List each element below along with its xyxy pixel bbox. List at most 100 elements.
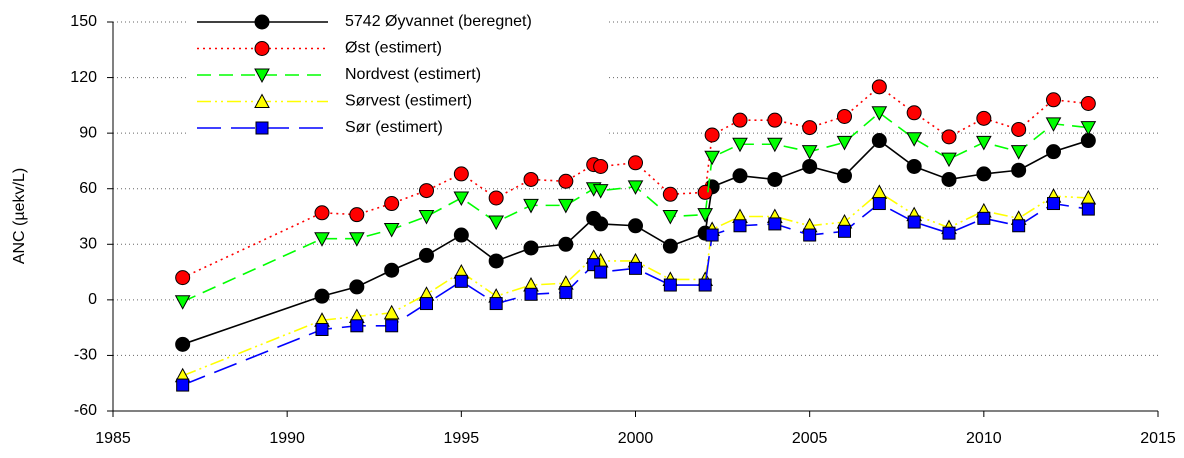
marker (802, 120, 818, 136)
marker (419, 247, 434, 263)
legend-label: 5742 Øyvannet (beregnet) (345, 13, 532, 30)
x-tick-label: 1985 (95, 430, 131, 447)
marker (176, 378, 190, 392)
marker (705, 228, 719, 242)
marker (420, 297, 433, 311)
marker (836, 135, 853, 151)
marker (1011, 162, 1027, 178)
legend-label: Sørvest (estimert) (345, 93, 472, 110)
marker (803, 228, 817, 242)
x-tick-label: 1995 (444, 430, 480, 447)
marker (254, 14, 270, 30)
marker (1080, 96, 1096, 112)
marker (662, 238, 678, 254)
y-tick-label: -30 (74, 347, 97, 364)
marker (767, 171, 783, 187)
marker (628, 155, 643, 171)
marker (349, 207, 365, 223)
marker (941, 171, 957, 187)
marker (837, 108, 852, 124)
marker (559, 285, 573, 299)
marker (488, 215, 505, 231)
marker (255, 121, 269, 135)
marker (629, 261, 642, 275)
marker (627, 180, 644, 195)
marker (315, 322, 329, 336)
marker (384, 196, 400, 212)
y-axis-label: ANC (µekv/L) (11, 168, 28, 264)
x-tick-label: 2010 (966, 430, 1002, 447)
marker (557, 198, 574, 214)
x-tick-label: 2015 (1140, 430, 1176, 447)
marker (698, 278, 712, 292)
marker (1045, 117, 1062, 132)
marker (558, 173, 574, 189)
y-tick-label: 30 (79, 236, 97, 253)
marker (871, 106, 888, 121)
marker (348, 232, 365, 247)
marker (1046, 144, 1061, 160)
x-tick-label: 2000 (618, 430, 654, 447)
marker (906, 105, 922, 121)
marker (558, 236, 574, 252)
marker (594, 265, 608, 279)
marker (871, 79, 887, 95)
marker (871, 133, 887, 149)
marker (383, 222, 400, 238)
marker (385, 319, 399, 333)
marker (697, 208, 714, 223)
marker (314, 288, 330, 304)
marker (1080, 121, 1097, 136)
marker (175, 336, 191, 352)
marker (349, 279, 365, 295)
marker (704, 127, 720, 143)
marker (732, 168, 748, 184)
marker (767, 112, 783, 128)
marker (383, 304, 400, 320)
marker (524, 287, 538, 301)
marker (766, 137, 783, 153)
marker (453, 191, 470, 207)
marker (314, 232, 330, 247)
marker (523, 240, 539, 256)
marker (175, 270, 191, 286)
marker (592, 184, 609, 199)
marker (838, 224, 851, 238)
marker (174, 295, 191, 310)
marker (802, 158, 818, 174)
marker (523, 171, 539, 187)
marker (453, 227, 469, 243)
marker (453, 166, 469, 182)
marker (593, 158, 609, 174)
marker (768, 217, 782, 231)
legend-background (188, 8, 608, 144)
legend-label: Sør (estimert) (345, 119, 443, 136)
marker (419, 183, 434, 199)
marker (350, 319, 364, 333)
y-tick-label: 90 (79, 124, 97, 141)
marker (418, 210, 435, 225)
marker (704, 150, 720, 166)
x-tick-label: 2005 (792, 430, 828, 447)
marker (454, 274, 468, 288)
marker (697, 184, 713, 200)
y-tick-label: -60 (74, 402, 97, 419)
marker (254, 41, 270, 56)
marker (1081, 202, 1095, 216)
y-tick-label: 60 (79, 180, 97, 197)
marker (942, 226, 956, 240)
marker (1011, 121, 1027, 137)
marker (314, 205, 330, 221)
marker (977, 211, 991, 225)
marker (662, 210, 679, 225)
marker (1047, 197, 1060, 211)
marker (941, 129, 957, 145)
marker (662, 186, 678, 202)
marker (1010, 145, 1027, 160)
y-tick-label: 150 (70, 13, 97, 30)
marker (732, 137, 748, 153)
marker (523, 198, 539, 214)
marker (488, 190, 504, 206)
marker (941, 152, 957, 168)
